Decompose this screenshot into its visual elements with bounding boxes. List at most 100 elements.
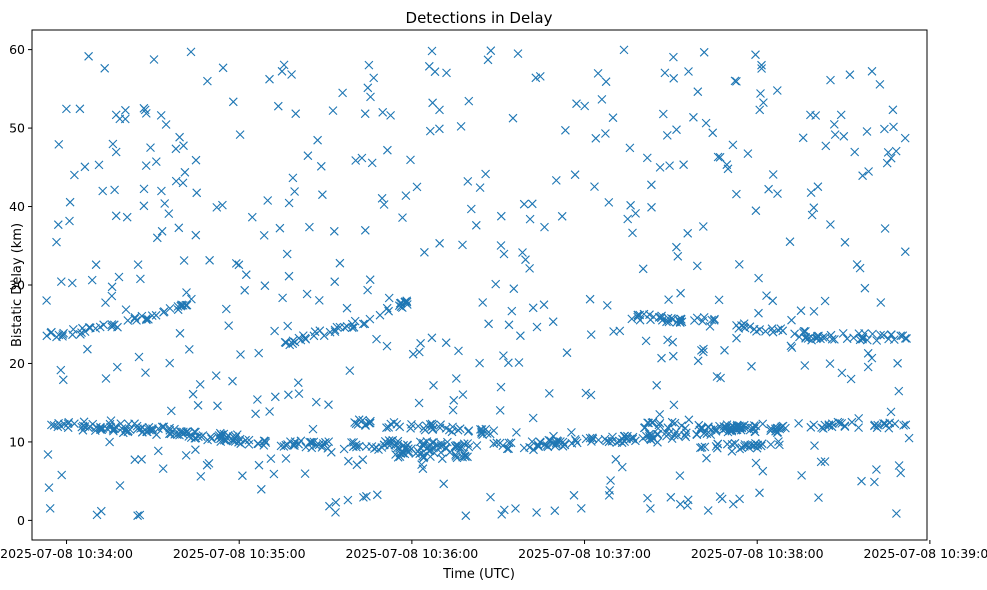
data-point [294,439,303,449]
data-point [497,510,507,519]
data-point [223,431,233,440]
data-point [259,231,269,240]
data-point [699,47,709,57]
data-point [106,416,116,425]
data-point [392,420,402,429]
data-point [855,335,865,345]
data-point [892,509,901,518]
data-point [894,386,904,396]
data-point [136,274,145,284]
data-point [358,415,368,425]
data-point [590,182,599,191]
data-point [713,439,723,449]
data-point [45,504,55,513]
data-point [535,72,545,81]
data-point [852,260,862,269]
data-point [675,471,685,480]
data-point [697,346,706,355]
data-point [679,160,688,170]
data-point [667,434,677,443]
data-point [875,80,885,89]
data-point [427,422,436,432]
data-point [504,444,513,454]
data-point [435,238,444,248]
data-point [196,472,206,481]
data-point [144,314,153,324]
data-point [159,307,168,317]
data-point [75,104,85,114]
data-point [65,216,74,226]
data-point [534,442,543,452]
data-point [183,426,192,436]
data-point [141,368,150,377]
data-point [123,316,133,325]
data-point [744,443,754,452]
data-point [364,60,374,70]
data-point [606,476,615,485]
data-point [331,508,340,517]
x-tick-label: 2025-07-08 10:37:00 [518,546,651,561]
data-point [900,133,910,143]
data-point [835,418,844,428]
data-point [722,160,732,170]
data-point [429,448,439,458]
data-point [461,511,471,521]
data-point [164,209,174,218]
data-point [730,438,740,448]
data-point [98,424,108,433]
data-point [730,76,740,86]
data-point [324,437,334,446]
data-point [660,68,670,78]
data-point [437,454,447,464]
data-point [214,431,224,440]
data-point [288,173,298,183]
data-point [580,101,590,111]
data-point [234,260,244,270]
data-point [454,346,463,356]
data-point [699,313,709,322]
data-point [342,303,352,313]
data-point [481,169,490,179]
data-point [581,388,591,398]
data-point [235,130,245,139]
data-point [746,440,756,450]
data-point [821,141,831,151]
data-point [644,418,653,428]
data-point [483,55,493,65]
data-point [720,345,729,355]
data-point [305,437,315,447]
data-point [766,424,776,433]
x-tick-label: 2025-07-08 10:34:00 [0,546,133,561]
x-axis: 2025-07-08 10:34:00 2025-07-08 10:35:00 20… [0,540,987,561]
data-point [412,182,422,192]
data-point [669,73,679,83]
data-point [838,329,848,338]
data-point [899,421,908,430]
data-point [266,454,276,463]
data-point [228,97,238,107]
data-point [516,331,525,341]
data-point [894,461,904,470]
data-point [631,436,640,446]
data-point [761,326,770,336]
data-point [800,361,810,370]
data-point [324,400,333,410]
data-point [698,222,708,231]
data-point [556,437,565,446]
data-point [365,418,375,428]
data-point [593,69,603,78]
data-point [244,435,254,445]
data-point [285,340,295,350]
data-point [221,435,231,445]
data-point [684,67,693,76]
data-point [277,66,287,76]
data-point [653,437,662,447]
data-point [611,454,621,464]
data-point [683,228,693,238]
data-points [42,45,914,521]
data-point [898,331,908,341]
data-point [658,109,668,119]
data-point [87,275,97,285]
data-point [170,430,180,439]
data-point [586,390,596,400]
